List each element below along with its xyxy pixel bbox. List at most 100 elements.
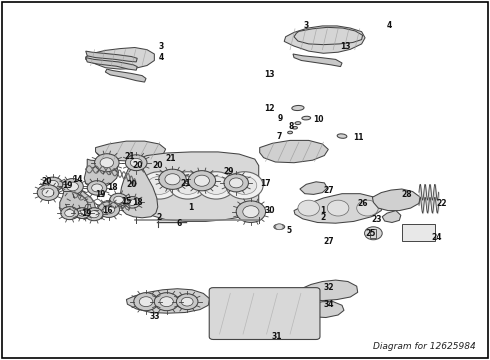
Text: 20: 20	[152, 161, 162, 170]
Text: 19: 19	[81, 209, 91, 217]
Circle shape	[48, 180, 58, 188]
Circle shape	[195, 175, 209, 186]
Polygon shape	[372, 189, 420, 211]
Polygon shape	[382, 211, 401, 222]
Circle shape	[125, 155, 147, 171]
Circle shape	[147, 176, 172, 194]
Text: 17: 17	[260, 179, 270, 188]
Polygon shape	[294, 194, 383, 223]
Text: 4: 4	[159, 53, 164, 62]
Circle shape	[139, 297, 153, 307]
Circle shape	[357, 200, 378, 216]
Circle shape	[100, 158, 114, 168]
Circle shape	[67, 182, 78, 191]
Ellipse shape	[293, 126, 297, 129]
Circle shape	[61, 207, 78, 220]
Text: 19: 19	[95, 190, 105, 199]
Polygon shape	[105, 69, 146, 82]
Ellipse shape	[302, 116, 311, 120]
Text: 21: 21	[166, 154, 176, 163]
Polygon shape	[260, 140, 328, 163]
Circle shape	[114, 196, 123, 203]
Polygon shape	[74, 191, 96, 219]
Text: 19: 19	[62, 181, 73, 189]
Circle shape	[128, 199, 137, 206]
Circle shape	[89, 211, 99, 218]
Polygon shape	[294, 27, 363, 45]
Circle shape	[224, 174, 248, 192]
Ellipse shape	[274, 224, 285, 230]
Text: 21: 21	[180, 179, 191, 188]
Text: 1: 1	[188, 202, 194, 212]
Circle shape	[188, 171, 216, 191]
Circle shape	[124, 197, 140, 208]
Polygon shape	[60, 192, 88, 218]
Polygon shape	[86, 58, 137, 70]
Circle shape	[197, 172, 235, 199]
Text: 22: 22	[436, 199, 446, 208]
Circle shape	[365, 227, 382, 240]
Text: 12: 12	[264, 104, 274, 113]
Text: Diagram for 12625984: Diagram for 12625984	[372, 342, 475, 351]
Text: 11: 11	[353, 133, 363, 142]
Circle shape	[236, 201, 266, 222]
Text: 10: 10	[314, 115, 324, 124]
Text: 24: 24	[431, 233, 441, 242]
Text: 18: 18	[132, 198, 143, 207]
Polygon shape	[96, 141, 166, 161]
Text: 14: 14	[73, 175, 83, 184]
Circle shape	[141, 172, 178, 199]
Text: 23: 23	[372, 215, 382, 224]
Ellipse shape	[337, 134, 347, 138]
Text: 27: 27	[323, 186, 334, 195]
Polygon shape	[86, 48, 154, 69]
Circle shape	[85, 208, 103, 221]
Circle shape	[42, 188, 54, 197]
Text: 2: 2	[156, 213, 162, 222]
Circle shape	[229, 178, 243, 188]
Circle shape	[69, 198, 86, 211]
Text: 5: 5	[287, 226, 292, 235]
Circle shape	[73, 201, 82, 208]
Circle shape	[62, 179, 83, 194]
Circle shape	[327, 200, 349, 216]
Circle shape	[232, 176, 257, 194]
Circle shape	[159, 169, 186, 189]
Text: 3: 3	[159, 42, 164, 51]
Text: 34: 34	[323, 300, 334, 309]
Polygon shape	[86, 51, 137, 62]
Circle shape	[43, 177, 63, 192]
Circle shape	[176, 294, 198, 310]
Text: 4: 4	[387, 21, 392, 30]
Text: 21: 21	[124, 152, 134, 161]
Text: 31: 31	[272, 332, 282, 341]
Circle shape	[95, 154, 119, 172]
Text: 29: 29	[223, 166, 233, 176]
Circle shape	[130, 158, 142, 167]
Circle shape	[226, 172, 263, 199]
Text: 15: 15	[122, 197, 132, 206]
Circle shape	[275, 224, 283, 230]
Text: 30: 30	[265, 206, 275, 215]
Text: 33: 33	[149, 312, 160, 321]
Polygon shape	[293, 54, 342, 67]
Text: 3: 3	[303, 21, 309, 30]
Polygon shape	[84, 159, 119, 188]
Circle shape	[160, 297, 173, 307]
Text: 25: 25	[365, 229, 375, 238]
Text: 32: 32	[323, 284, 334, 292]
Polygon shape	[300, 182, 327, 194]
Polygon shape	[304, 302, 344, 318]
Circle shape	[169, 172, 206, 199]
Text: 20: 20	[126, 180, 137, 189]
Ellipse shape	[288, 131, 293, 134]
Circle shape	[110, 193, 127, 206]
Ellipse shape	[295, 122, 301, 125]
Text: 20: 20	[132, 161, 143, 170]
Circle shape	[98, 202, 120, 217]
Polygon shape	[135, 152, 259, 221]
Bar	[402, 224, 435, 241]
Circle shape	[204, 176, 228, 194]
FancyBboxPatch shape	[209, 288, 320, 339]
Circle shape	[92, 184, 102, 192]
